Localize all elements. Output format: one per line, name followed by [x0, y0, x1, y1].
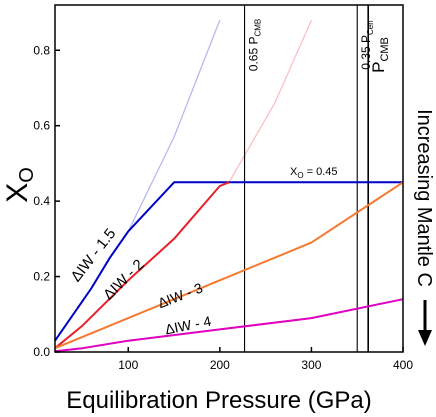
faded-series-line: [127, 19, 221, 232]
series-line: [54, 181, 404, 350]
series-line: [54, 181, 230, 349]
pressure-reference-lines: [244, 5, 370, 352]
y-axis-ticks: 0.0 0.2 0.4 0.6 0.8: [33, 43, 60, 359]
xo-threshold-main: X: [290, 166, 298, 178]
reference-line-label-sub: Cen: [366, 20, 375, 35]
x-tick-label: 200: [210, 358, 230, 372]
y-axis-title-sub: O: [16, 167, 38, 183]
data-series-lines: [54, 181, 404, 353]
xo-threshold-label: XO = 0.45: [290, 166, 338, 180]
reference-line-label-sub: CMB: [254, 19, 263, 37]
x-tick-label: 300: [301, 358, 321, 372]
reference-line-label-sub: CMB: [379, 37, 391, 61]
y-tick-label: 0.0: [33, 345, 50, 359]
reference-line-label: 0.35 PCen: [359, 20, 375, 69]
y-tick-label: 0.4: [33, 194, 50, 208]
reference-line-label-main: 0.65 P: [247, 37, 261, 72]
y-axis-title-main: X: [1, 183, 34, 203]
series-label: ΔIW - 3: [156, 279, 206, 311]
reference-line-label-main: 0.35 P: [359, 35, 373, 70]
xo-threshold-value: = 0.45: [304, 166, 338, 178]
series-line: [54, 181, 403, 342]
reference-line-label: PCMB: [369, 37, 391, 73]
x-axis-title: Equilibration Pressure (GPa): [66, 387, 371, 414]
y-tick-label: 0.6: [33, 119, 50, 133]
reference-line-label: 0.65 PCMB: [247, 19, 263, 71]
xo-threshold-sub: O: [297, 171, 303, 180]
increasing-mantle-c-label: Increasing Mantle C: [413, 109, 435, 287]
y-tick-label: 0.8: [33, 43, 50, 57]
x-tick-label: 100: [118, 358, 138, 372]
down-arrow-icon: [418, 300, 432, 346]
plot-frame: [54, 4, 404, 353]
y-tick-label: 0.2: [33, 270, 50, 284]
reference-line-label-main: P: [369, 62, 388, 73]
faded-series-line: [228, 19, 312, 183]
series-line: [54, 298, 404, 353]
faded-extrapolation-lines: [127, 19, 312, 232]
x-axis-ticks: 100 200 300 400: [118, 347, 413, 372]
y-axis-title: XO: [1, 167, 38, 203]
x-tick-label: 400: [393, 358, 413, 372]
